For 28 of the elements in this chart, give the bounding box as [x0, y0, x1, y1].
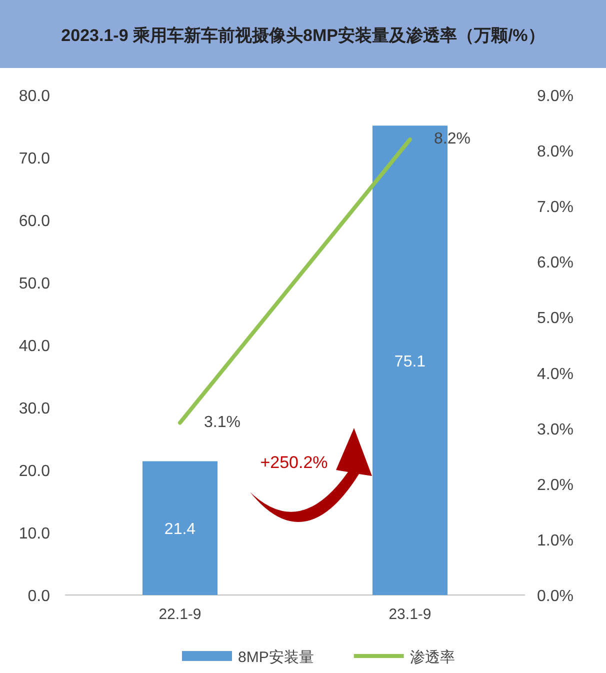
y-tick-label: 20.0 [18, 463, 50, 480]
y2-tick-label: 2.0% [537, 476, 574, 494]
legend-label: 8MP安装量 [238, 649, 314, 666]
data-label: 3.1% [204, 414, 240, 431]
y-tick-label: 0.0 [28, 588, 50, 605]
chart-title: 2023.1-9 乘用车新车前视摄像头8MP安装量及渗透率（万颗/%） [61, 26, 545, 45]
y2-tick-label: 8.0% [537, 144, 574, 161]
data-label: 21.4 [164, 521, 196, 538]
data-label: 75.1 [394, 353, 426, 370]
y2-tick-label: 6.0% [537, 254, 574, 272]
y2-tick-label: 4.0% [537, 366, 574, 383]
y-tick-label: 40.0 [18, 338, 50, 355]
annotation: +250.2% [260, 453, 328, 472]
y-tick-label: 80.0 [18, 88, 50, 105]
x-tick-label: 22.1-9 [158, 606, 202, 623]
y-tick-label: 70.0 [18, 150, 50, 168]
y2-tick-label: 9.0% [537, 88, 574, 105]
legend-label: 渗透率 [410, 649, 455, 666]
y-tick-label: 30.0 [18, 400, 50, 418]
y-tick-label: 10.0 [18, 526, 50, 542]
x-tick-label: 23.1-9 [388, 606, 432, 623]
y-tick-label: 50.0 [18, 276, 50, 292]
y2-tick-label: 0.0% [537, 588, 574, 605]
y2-tick-label: 5.0% [537, 310, 574, 328]
y-tick-label: 60.0 [18, 213, 50, 230]
y2-tick-label: 3.0% [537, 421, 574, 438]
y2-tick-label: 1.0% [537, 532, 574, 550]
y2-tick-label: 7.0% [537, 199, 574, 216]
